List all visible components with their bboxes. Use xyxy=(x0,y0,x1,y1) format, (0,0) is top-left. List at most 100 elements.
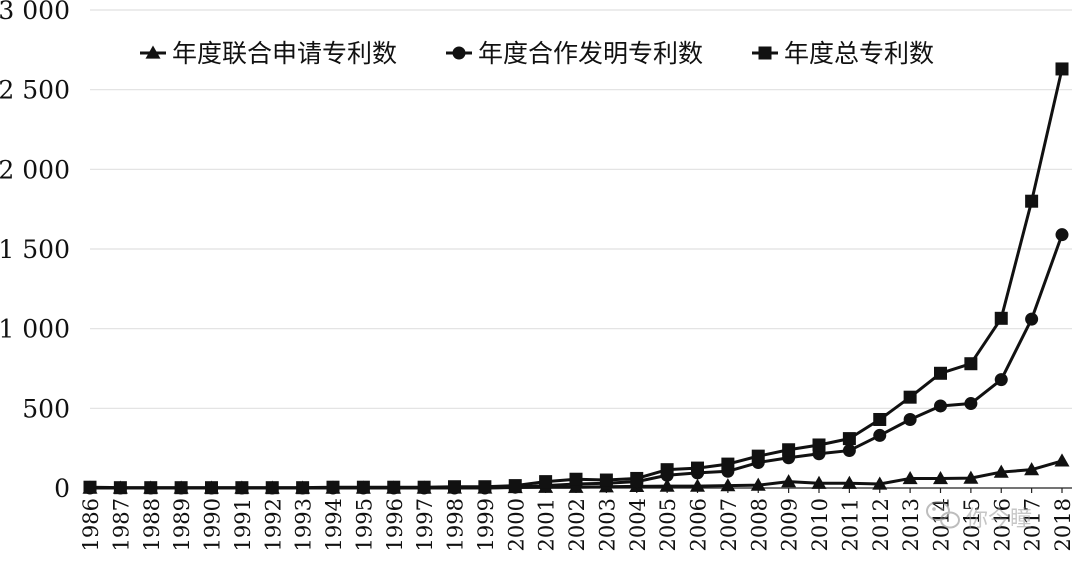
data-point-square xyxy=(721,457,735,471)
data-point-square xyxy=(934,366,947,380)
data-point-square xyxy=(660,463,674,477)
data-point-square xyxy=(265,481,279,495)
x-tick-label: 2016 xyxy=(990,498,1014,551)
y-tick-label: 1 000 xyxy=(0,315,70,344)
data-point-square xyxy=(113,481,127,495)
data-point-square xyxy=(691,461,704,475)
wechat-icon xyxy=(926,501,960,529)
data-point-triangle xyxy=(933,470,948,485)
watermark: 你今瞳 xyxy=(926,501,1032,532)
x-tick-label: 2000 xyxy=(504,498,528,551)
x-tick-label: 1986 xyxy=(79,498,103,551)
x-tick-label: 2013 xyxy=(899,498,923,551)
data-point-square xyxy=(539,475,553,489)
data-point-triangle xyxy=(902,470,918,485)
data-point-square xyxy=(478,480,492,494)
legend-square-marker xyxy=(758,46,772,60)
x-tick-label: 2001 xyxy=(535,498,559,551)
x-tick-label: 1991 xyxy=(231,498,255,551)
x-tick-label: 1993 xyxy=(292,498,316,551)
legend-item: 年度总专利数 xyxy=(752,39,934,68)
y-tick-label: 0 xyxy=(54,474,70,503)
data-point-square xyxy=(387,480,401,494)
legend-item: 年度联合申请专利数 xyxy=(140,39,397,68)
data-point-circle xyxy=(873,428,887,442)
data-point-triangle xyxy=(811,475,827,489)
x-tick-label: 2007 xyxy=(717,498,741,551)
y-tick-label: 2 000 xyxy=(0,155,70,184)
data-point-triangle xyxy=(690,478,705,492)
data-point-square xyxy=(903,390,917,404)
x-tick-label: 2017 xyxy=(1021,498,1045,551)
series-line-circle xyxy=(88,233,1064,490)
y-tick-label: 1 500 xyxy=(0,235,70,264)
data-point-triangle xyxy=(750,477,766,491)
data-point-circle xyxy=(934,399,947,413)
data-point-square xyxy=(569,472,583,486)
series-circle xyxy=(83,228,1069,495)
data-point-square xyxy=(1025,194,1039,208)
series-square xyxy=(83,62,1069,495)
y-tick-label: 3 000 xyxy=(0,0,70,25)
legend-label: 年度联合申请专利数 xyxy=(172,39,397,68)
data-point-square xyxy=(964,357,978,371)
x-tick-label: 1987 xyxy=(109,498,133,551)
watermark-text: 你今瞳 xyxy=(966,507,1032,532)
data-point-triangle xyxy=(872,476,888,490)
data-point-square xyxy=(994,311,1008,325)
data-point-triangle xyxy=(659,478,675,492)
x-tick-label: 2011 xyxy=(838,498,862,551)
data-point-triangle xyxy=(1024,462,1040,476)
data-point-square xyxy=(751,449,765,463)
x-tick-label: 2004 xyxy=(626,498,650,551)
data-point-triangle xyxy=(993,464,1009,478)
legend-item: 年度合作发明专利数 xyxy=(446,39,703,68)
y-tick-label: 500 xyxy=(22,394,70,423)
data-point-square xyxy=(83,480,97,494)
data-point-square xyxy=(356,480,370,494)
data-point-square xyxy=(599,473,613,487)
y-tick-label: 2 500 xyxy=(0,76,70,105)
x-tick-label: 2010 xyxy=(808,498,832,551)
data-point-square xyxy=(326,480,340,494)
x-tick-label: 1992 xyxy=(261,498,285,551)
x-tick-label: 1996 xyxy=(383,498,407,551)
data-point-circle xyxy=(1025,312,1039,326)
x-tick-label: 2005 xyxy=(656,498,680,551)
x-tick-label: 1995 xyxy=(352,498,376,551)
data-point-square xyxy=(842,432,856,446)
data-point-square xyxy=(144,481,158,495)
x-tick-label: 2009 xyxy=(778,498,802,551)
x-tick-label: 2003 xyxy=(595,498,619,551)
data-point-square xyxy=(296,481,310,495)
data-point-triangle xyxy=(1054,453,1070,467)
x-tick-label: 2008 xyxy=(747,498,771,551)
data-point-circle xyxy=(903,412,917,426)
data-point-square xyxy=(812,438,826,452)
data-point-triangle xyxy=(720,478,736,492)
data-point-triangle xyxy=(841,475,857,489)
data-point-triangle xyxy=(963,470,979,484)
x-tick-label: 2012 xyxy=(869,498,893,551)
data-point-square xyxy=(235,481,249,495)
x-tick-label: 1989 xyxy=(170,498,194,551)
data-point-square xyxy=(417,480,431,494)
data-point-square xyxy=(782,443,796,457)
x-tick-label: 2002 xyxy=(565,498,589,551)
legend-label: 年度总专利数 xyxy=(784,39,934,68)
data-point-square xyxy=(873,412,887,426)
data-point-triangle xyxy=(781,474,797,488)
legend-label: 年度合作发明专利数 xyxy=(478,39,703,68)
data-point-circle xyxy=(994,373,1008,387)
x-tick-label: 1997 xyxy=(413,498,437,551)
data-point-square xyxy=(508,479,522,493)
series-line-square xyxy=(88,67,1064,490)
data-point-square xyxy=(630,471,644,485)
x-tick-label: 2018 xyxy=(1051,498,1075,551)
data-point-circle xyxy=(1055,228,1069,242)
data-point-circle xyxy=(842,444,856,458)
x-tick-label: 2015 xyxy=(960,498,984,551)
x-tick-label: 1998 xyxy=(444,498,468,551)
data-point-square xyxy=(174,481,188,495)
